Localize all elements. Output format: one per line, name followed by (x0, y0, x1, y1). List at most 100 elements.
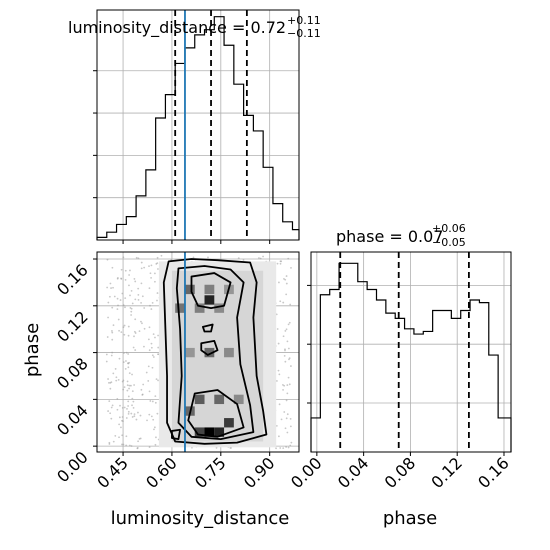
sample-point (130, 289, 133, 292)
sample-point (120, 426, 122, 429)
sample-point (130, 384, 132, 387)
sample-point (107, 410, 110, 412)
sample-point (121, 292, 124, 295)
sample-point (131, 397, 134, 400)
sample-point (112, 440, 115, 443)
sample-point (143, 266, 146, 269)
sample-point (123, 333, 126, 336)
sample-point (155, 436, 157, 439)
sample-point (106, 336, 109, 338)
sample-point (279, 262, 282, 265)
density-cell (194, 303, 205, 313)
phase-title: phase = 0.07 (336, 227, 443, 246)
sample-point (106, 258, 109, 261)
sample-point (275, 447, 277, 450)
sample-point (153, 426, 156, 429)
sample-point (132, 346, 135, 349)
sample-point (115, 379, 118, 382)
sample-point (285, 293, 288, 296)
sample-point (125, 351, 128, 354)
sample-point (132, 406, 135, 409)
sample-point (122, 304, 125, 307)
sample-point (124, 278, 127, 281)
sample-point (131, 416, 134, 418)
sample-point (259, 257, 262, 260)
sample-point (150, 342, 153, 345)
sample-point (125, 360, 127, 362)
sample-point (145, 371, 148, 374)
sample-point (286, 431, 289, 434)
sample-point (287, 376, 290, 379)
sample-point (130, 445, 133, 447)
y-tick-label-phase: 0.16 (53, 260, 92, 299)
sample-point (262, 255, 264, 258)
sample-point (127, 362, 130, 365)
sample-point (284, 360, 287, 363)
sample-point (229, 447, 232, 449)
sample-point (141, 295, 144, 298)
sample-point (120, 331, 123, 334)
sample-point (137, 298, 140, 301)
sample-point (128, 387, 130, 390)
sample-point (124, 306, 126, 309)
contour-inner-middle (200, 339, 219, 356)
sample-point (118, 436, 120, 439)
sample-point (286, 392, 289, 395)
histogram-step-line (310, 262, 512, 452)
sample-point (119, 299, 122, 301)
sample-point (133, 413, 136, 416)
sample-point (126, 380, 129, 383)
sample-point (153, 272, 156, 275)
x-tick-label-phase: 0.08 (381, 453, 420, 492)
density-cell (194, 394, 205, 405)
x-tick-label-luminosity-distance: 0.90 (240, 453, 279, 492)
sample-point (150, 346, 153, 349)
sample-point (285, 399, 288, 402)
panel-background (97, 10, 299, 240)
sample-point (279, 447, 282, 449)
sample-point (128, 274, 131, 276)
sample-point (112, 372, 115, 375)
sample-point (127, 334, 130, 337)
sample-point (279, 300, 282, 303)
sample-point (105, 353, 108, 356)
sample-point (149, 304, 151, 307)
sample-point (112, 324, 115, 327)
sample-point (290, 441, 293, 444)
sample-point (152, 333, 155, 336)
sample-point (111, 331, 114, 334)
sample-point (127, 325, 130, 328)
sample-point (154, 395, 157, 398)
sample-point (148, 390, 151, 393)
y-tick-label-phase: 0.00 (53, 448, 92, 487)
sample-point (116, 277, 119, 280)
sample-point (130, 310, 133, 313)
sample-point (143, 327, 146, 330)
sample-point (132, 400, 135, 403)
sample-point (142, 383, 145, 386)
sample-point (121, 380, 124, 383)
sample-point (121, 419, 123, 422)
sample-point (130, 412, 133, 415)
sample-point (117, 378, 120, 381)
sample-point (287, 446, 290, 449)
density-cell (214, 303, 225, 313)
sample-point (141, 322, 143, 325)
sample-point (282, 301, 285, 304)
sample-point (106, 286, 109, 289)
sample-point (143, 345, 145, 348)
sample-point (139, 437, 142, 440)
sample-point (123, 406, 126, 409)
sample-point (122, 443, 125, 446)
sample-point (285, 328, 288, 331)
sample-point (286, 413, 289, 416)
sample-point (285, 417, 288, 420)
sample-point (286, 340, 289, 343)
panel-frame (96, 251, 300, 453)
sample-point (140, 282, 143, 285)
sample-point (285, 282, 288, 285)
x-axis-label-phase: phase (383, 508, 437, 529)
sample-point (120, 277, 123, 280)
sample-point (128, 444, 131, 447)
sample-point (131, 302, 134, 305)
